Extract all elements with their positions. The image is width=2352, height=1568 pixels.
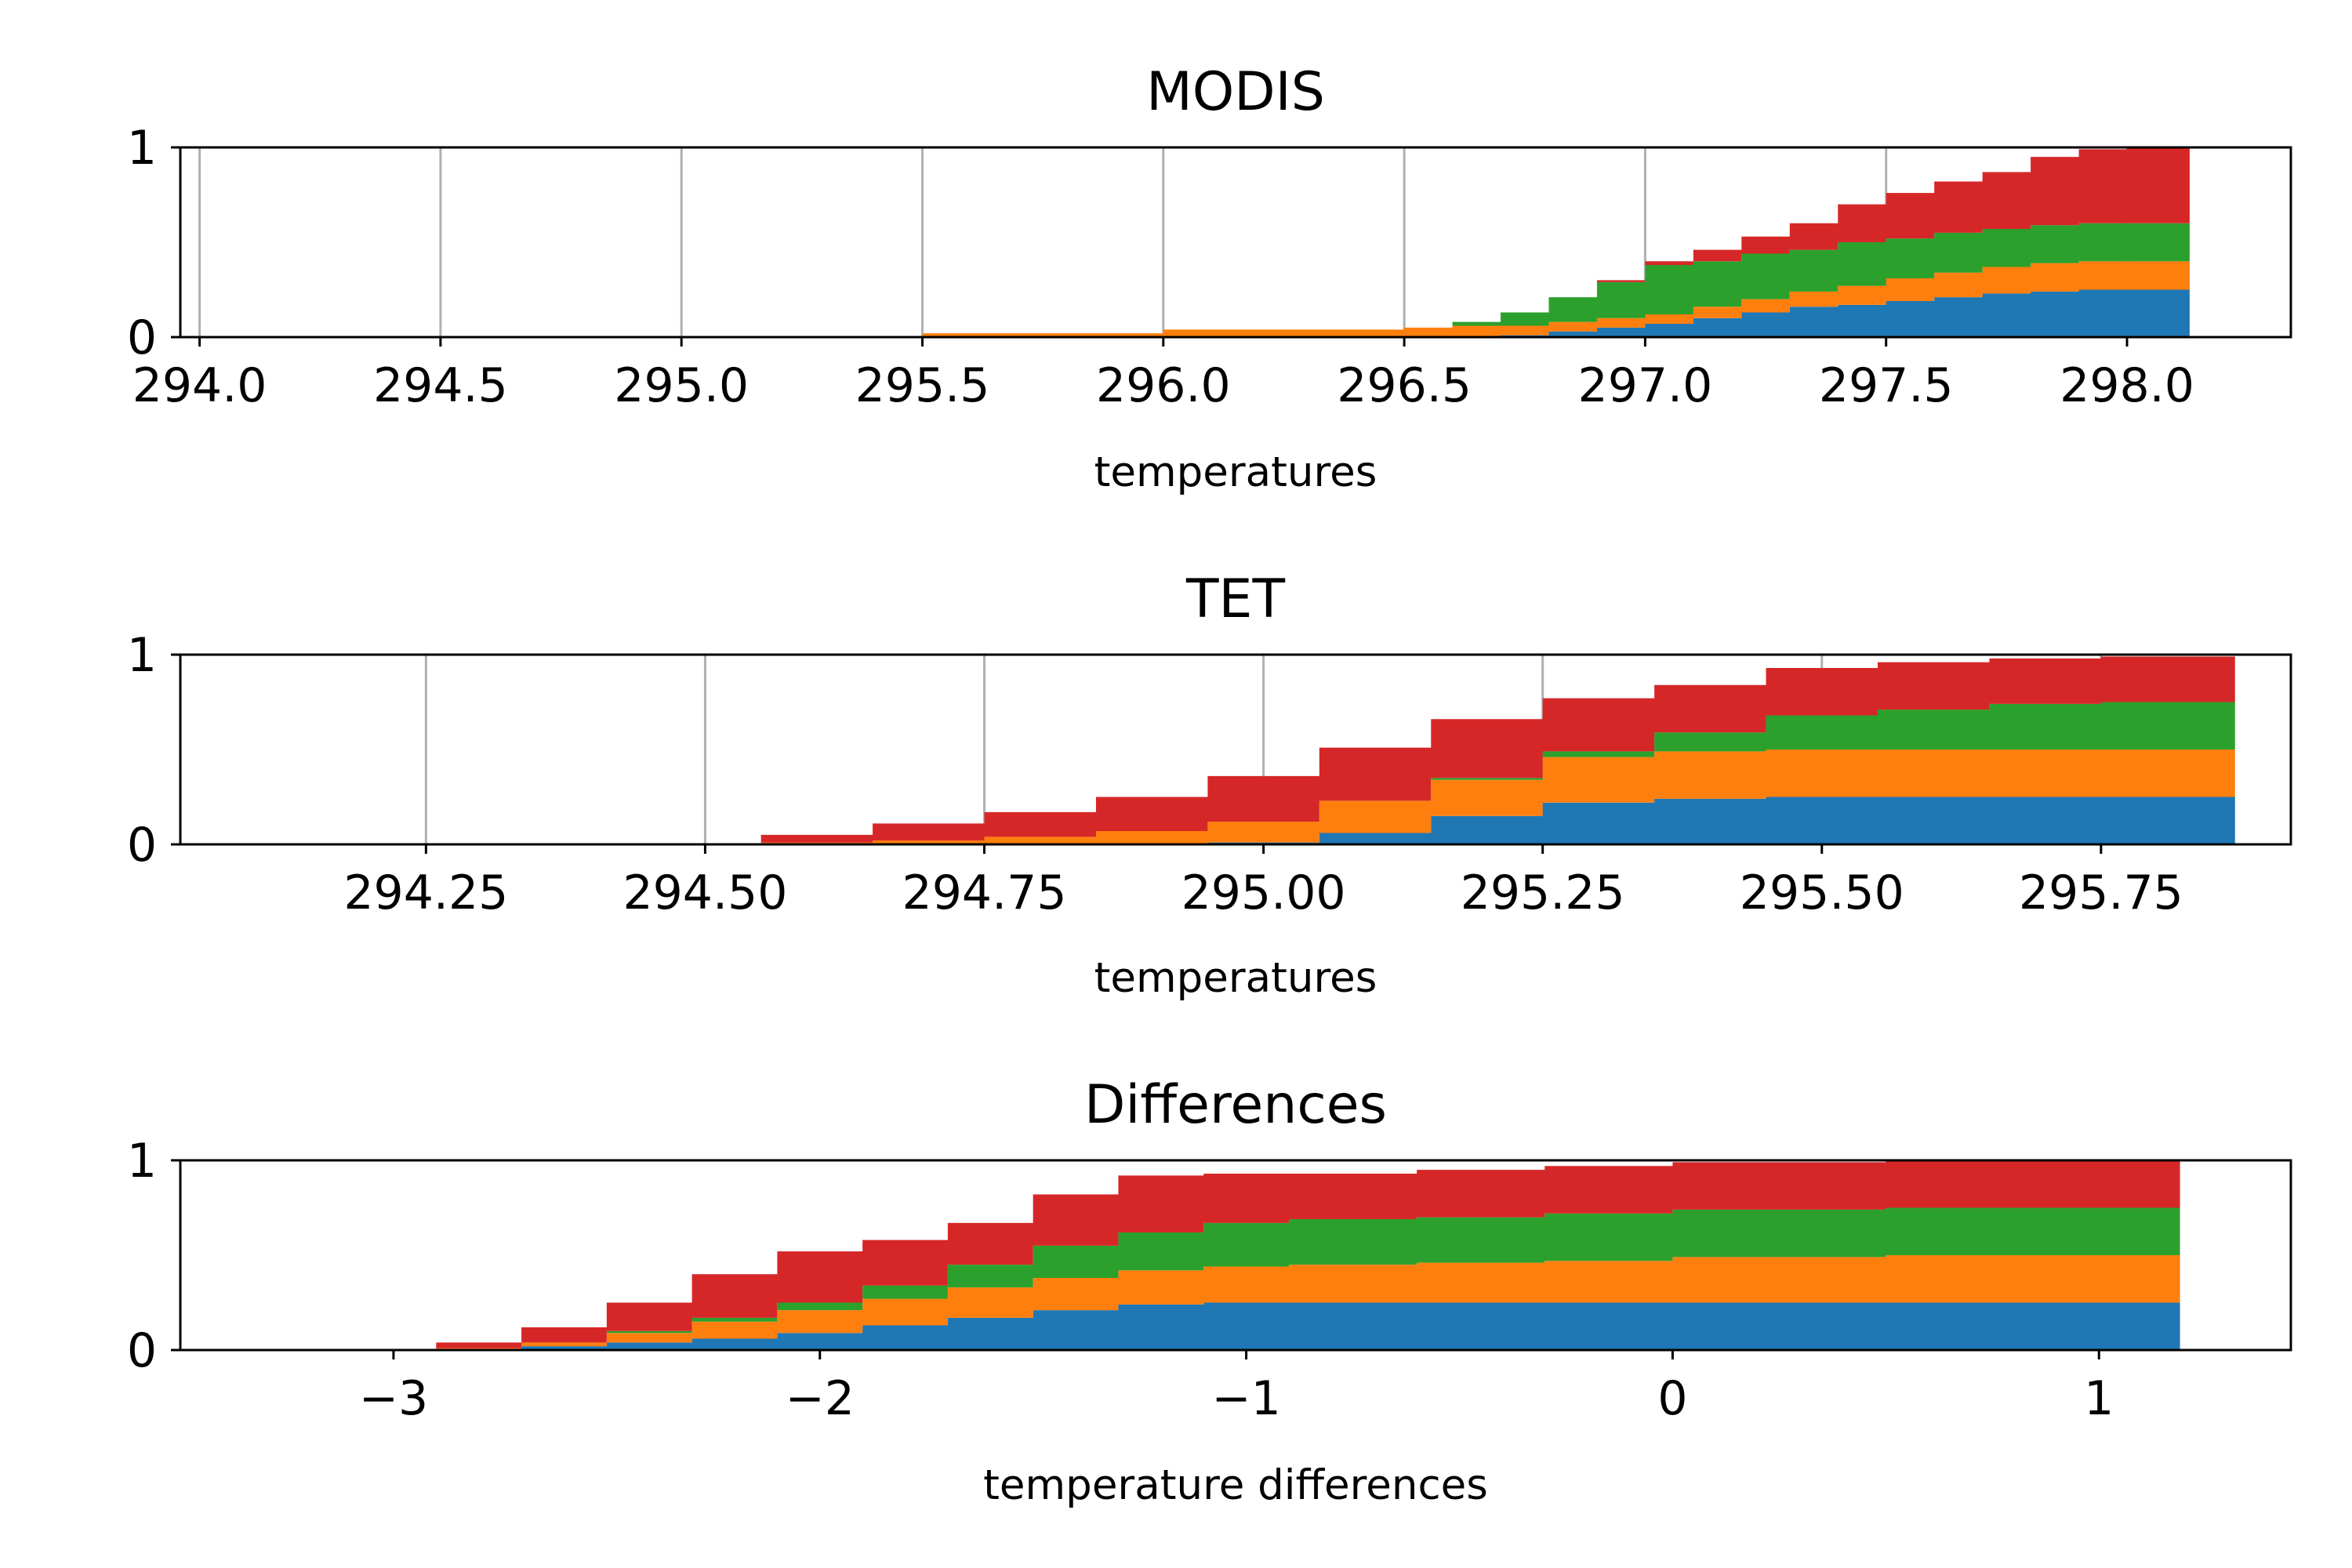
x-tick-label: 1 [2084, 1371, 2114, 1426]
x-tick-label: 297.0 [1578, 358, 1713, 413]
panel-title: TET [1185, 568, 1286, 630]
plot-frame [179, 1159, 2292, 1352]
x-tick-label: 295.75 [2019, 866, 2183, 920]
x-tick-label: 296.5 [1337, 358, 1472, 413]
y-tick-label: 1 [127, 1134, 157, 1189]
x-tick-label: 0 [1657, 1371, 1687, 1426]
y-tick-label: 0 [127, 818, 157, 873]
series-area-4 [681, 147, 2190, 337]
series-area-1 [681, 289, 2190, 337]
series-area-1 [682, 797, 2235, 844]
panel-title: Differences [1084, 1074, 1387, 1136]
x-tick-label: 294.25 [343, 866, 508, 920]
panel-title: MODIS [1146, 61, 1325, 123]
x-tick-label: −1 [1211, 1371, 1280, 1426]
x-tick-label: 295.25 [1461, 866, 1625, 920]
y-tick-label: 1 [127, 628, 157, 683]
x-tick-label: −3 [359, 1371, 428, 1426]
x-tick-label: 295.00 [1181, 866, 1346, 920]
x-tick-label: −2 [786, 1371, 855, 1426]
plot-frame [179, 653, 2292, 846]
panel-differences: −3 −2 −1 0 1 0 1 Differences temperature differe… [127, 1074, 2292, 1509]
series-area-2 [681, 261, 2190, 337]
x-axis-label: temperature differences [983, 1461, 1488, 1509]
x-tick-label: 297.5 [1819, 358, 1954, 413]
y-tick-label: 0 [127, 310, 157, 365]
x-tick-label: 294.75 [902, 866, 1067, 920]
x-axis-label: temperatures [1094, 448, 1377, 496]
x-tick-label: 296.0 [1096, 358, 1231, 413]
x-tick-label: 295.5 [855, 358, 990, 413]
x-tick-label: 294.5 [373, 358, 508, 413]
panel-tet: 294.25 294.50 294.75 295.00 295.25 295.50 295.… [127, 568, 2292, 1002]
x-axis-label: temperatures [1094, 954, 1377, 1002]
series-area-3 [372, 1207, 2180, 1350]
x-tick-label: 295.0 [614, 358, 749, 413]
series-area-3 [681, 223, 2190, 337]
series-area-3 [682, 702, 2235, 844]
series-area-4 [682, 656, 2235, 844]
y-tick-label: 1 [127, 121, 157, 176]
x-tick-label: 294.0 [132, 358, 267, 413]
series-area-4 [372, 1160, 2180, 1350]
series-area-2 [682, 750, 2235, 844]
x-tick-label: 295.50 [1740, 866, 1904, 920]
plot-frame [179, 146, 2292, 339]
series-area-1 [372, 1302, 2180, 1350]
panel-modis: 294.0 294.5 295.0 295.5 296.0 296.5 297.0 297.5… [127, 61, 2292, 496]
x-tick-label: 298.0 [2060, 358, 2194, 413]
series-area-2 [372, 1255, 2180, 1350]
y-tick-label: 0 [127, 1323, 157, 1378]
x-tick-label: 294.50 [622, 866, 787, 920]
